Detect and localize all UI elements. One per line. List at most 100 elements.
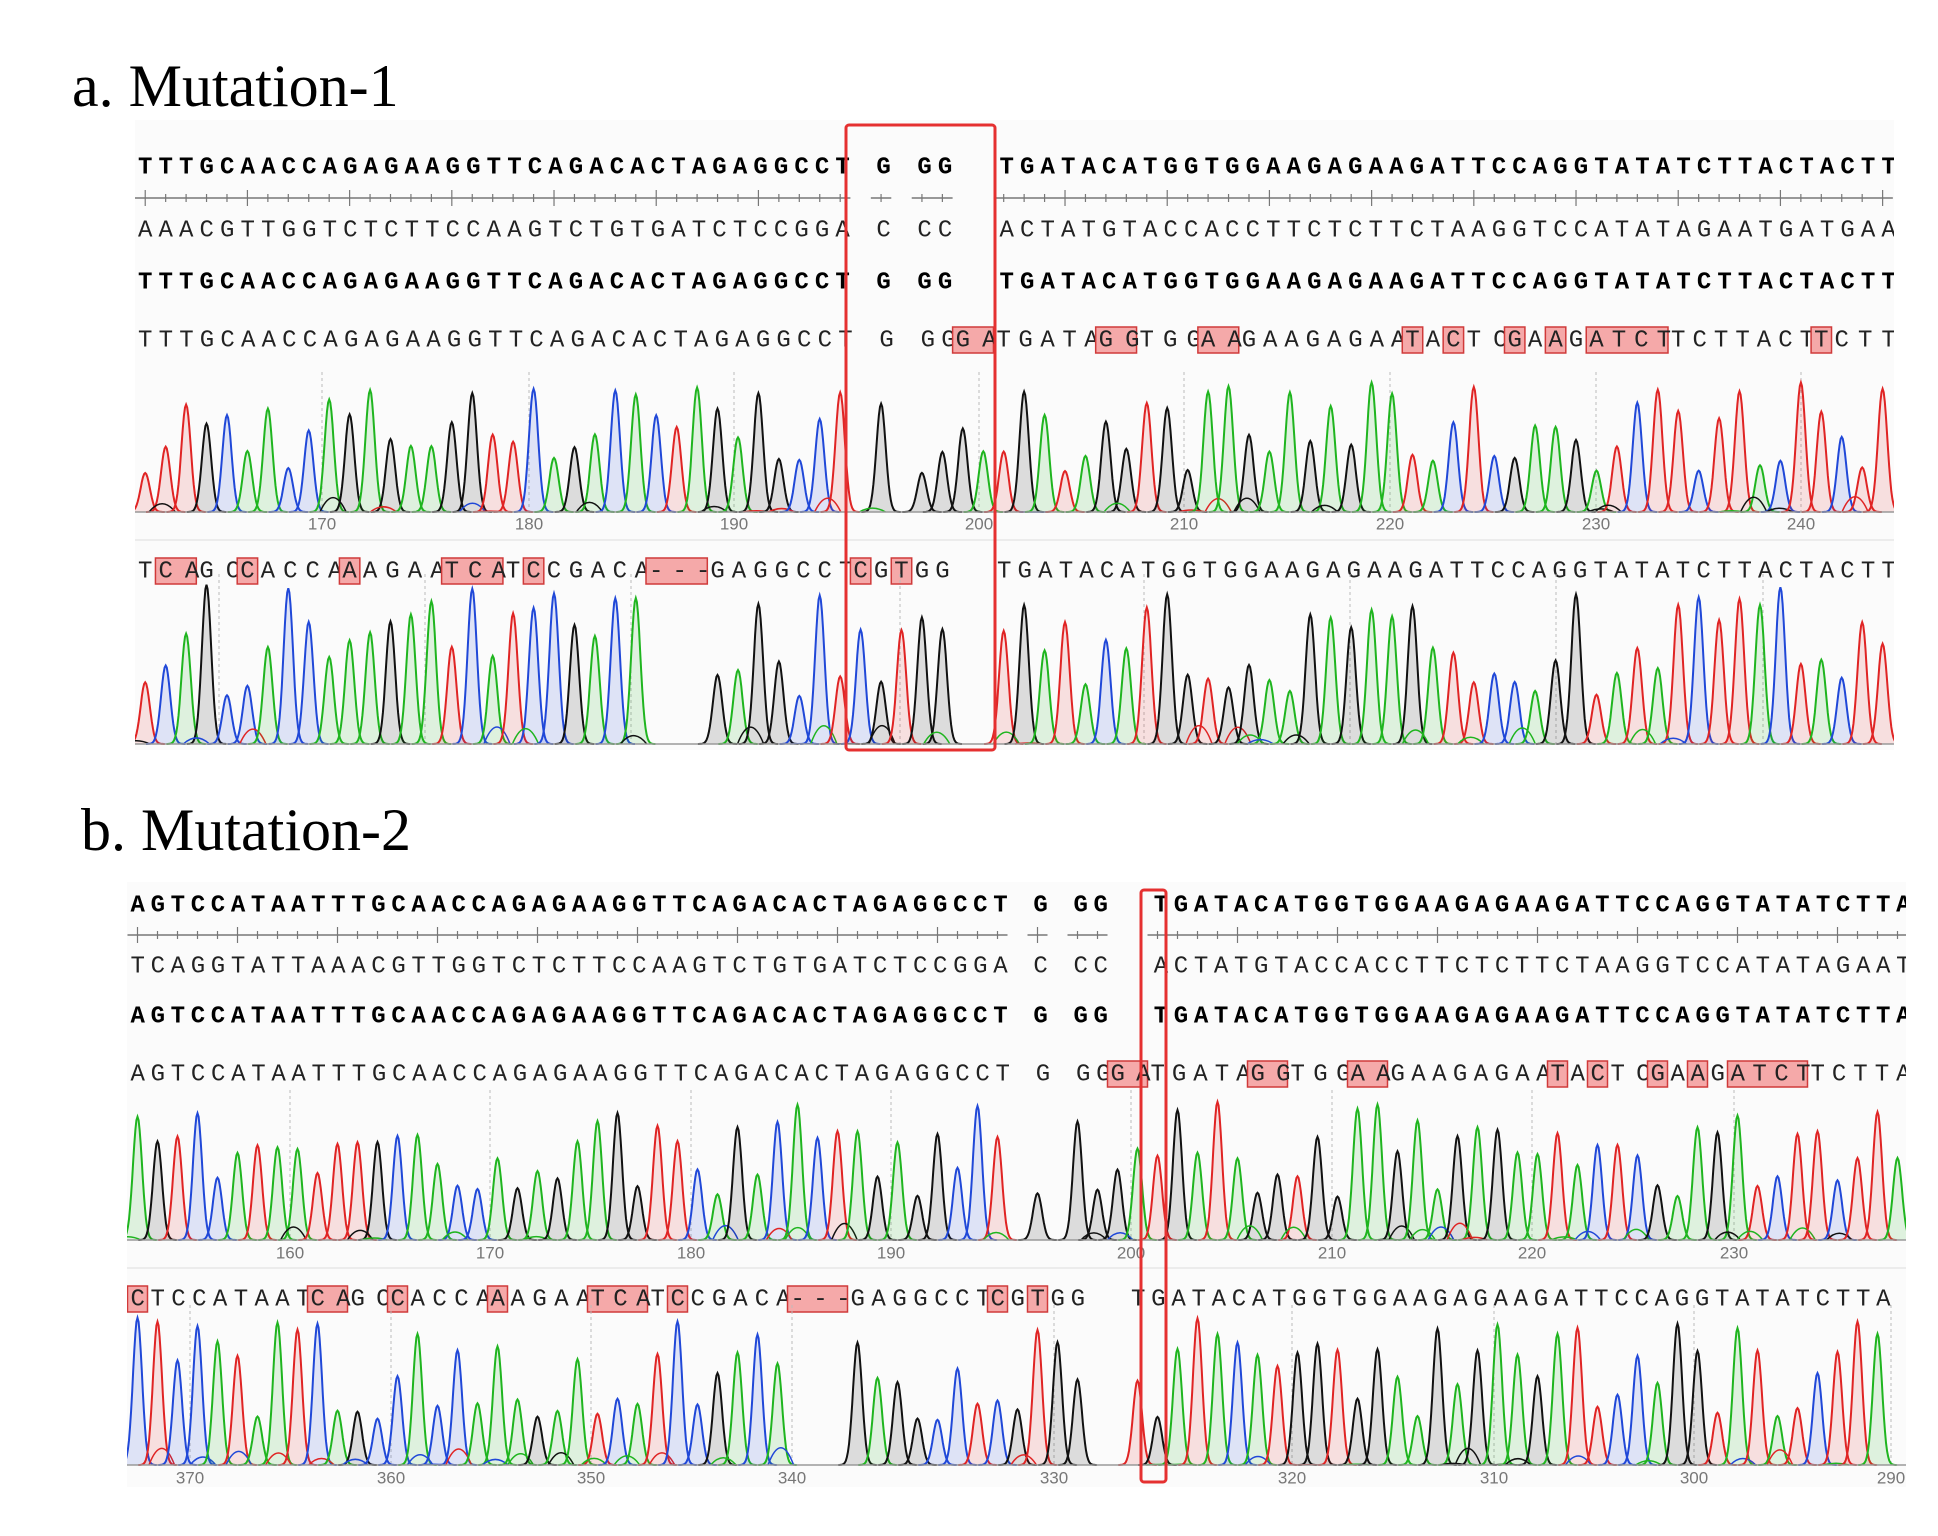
trace-noise bbox=[709, 1456, 737, 1466]
read-segment: G bbox=[1507, 327, 1521, 354]
trace-peak bbox=[1518, 1373, 1557, 1466]
read-segment: --- bbox=[649, 558, 710, 585]
trace-peak bbox=[1578, 1405, 1617, 1466]
position-label: 170 bbox=[308, 514, 336, 533]
trace-peak bbox=[1781, 661, 1821, 745]
trace-peak bbox=[1229, 432, 1269, 513]
trace-view: TTTGCAACCAGAGAAGGTTCAGACACTAGAGGCCT G GG… bbox=[135, 120, 1894, 766]
trace-peak bbox=[858, 1174, 897, 1241]
mismatch-highlight bbox=[386, 1285, 409, 1313]
trace-peak bbox=[1249, 449, 1289, 513]
trace-noise bbox=[575, 501, 604, 513]
mismatch-highlight bbox=[306, 1285, 349, 1313]
trace-peak bbox=[218, 1150, 257, 1241]
trace-peak bbox=[943, 426, 983, 513]
trace-peak bbox=[1338, 1105, 1377, 1241]
trace-peak bbox=[1838, 1155, 1877, 1241]
trace-peak bbox=[391, 443, 431, 513]
trace-peak bbox=[458, 1187, 497, 1241]
trace-peak bbox=[158, 1133, 197, 1241]
trace-peak bbox=[938, 1165, 977, 1241]
trace-peak bbox=[1188, 676, 1228, 745]
trace-peak bbox=[538, 1176, 577, 1241]
position-label: 300 bbox=[1542, 747, 1570, 766]
trace-peak bbox=[378, 1373, 417, 1466]
trace-peak bbox=[1498, 1351, 1537, 1466]
trace-peak bbox=[1842, 618, 1882, 745]
trace-peak bbox=[638, 1122, 677, 1241]
mismatch-highlight bbox=[1686, 1060, 1709, 1088]
trace-peak bbox=[478, 1156, 517, 1241]
trace-peak bbox=[759, 659, 799, 745]
read-segment: G bbox=[1711, 1061, 1725, 1088]
trace-peak bbox=[432, 419, 472, 513]
trace-peak bbox=[1678, 1348, 1717, 1466]
trace-peak bbox=[698, 1192, 737, 1241]
trace-peak bbox=[758, 1360, 797, 1466]
mismatch-highlight bbox=[1810, 326, 1833, 354]
read-segment: T bbox=[1814, 327, 1828, 354]
trace-peak bbox=[398, 1330, 437, 1466]
trace-peak bbox=[166, 401, 206, 513]
trace-noise bbox=[1010, 1454, 1038, 1466]
trace-peak bbox=[227, 684, 267, 745]
trace-peak bbox=[558, 1138, 597, 1241]
read-segment: TGG bbox=[1140, 327, 1201, 354]
trace-peak bbox=[1719, 595, 1760, 745]
read-segment: C bbox=[391, 1286, 405, 1313]
trace-noise bbox=[648, 1452, 676, 1466]
trace-peak bbox=[1718, 1112, 1757, 1241]
trace-peak bbox=[248, 644, 288, 745]
trace-noise bbox=[1236, 1225, 1264, 1241]
trace-peak bbox=[1218, 1156, 1257, 1241]
mismatch-highlight bbox=[645, 557, 709, 585]
trace-noise bbox=[279, 1226, 307, 1241]
trace-noise bbox=[1729, 1457, 1757, 1466]
trace-peak bbox=[1298, 1134, 1337, 1241]
mismatch-highlight bbox=[1546, 1060, 1569, 1088]
read-segment: A bbox=[1691, 1061, 1706, 1088]
mismatch-highlight bbox=[522, 557, 545, 585]
trace-noise bbox=[1236, 734, 1264, 745]
trace-peak bbox=[186, 421, 227, 513]
trace-noise bbox=[547, 1451, 575, 1466]
trace-peak bbox=[1576, 693, 1617, 745]
read-segment: C bbox=[240, 558, 254, 585]
position-label: 240 bbox=[1787, 514, 1815, 533]
position-label: 230 bbox=[1582, 514, 1610, 533]
read-segment: C bbox=[853, 558, 867, 585]
trace-peak bbox=[658, 1317, 697, 1466]
trace-peak bbox=[575, 432, 615, 513]
position-label: 310 bbox=[1480, 1468, 1508, 1487]
trace-peak bbox=[861, 400, 901, 513]
trace-peak bbox=[1418, 1325, 1457, 1466]
trace-peak bbox=[922, 450, 962, 513]
trace-peak bbox=[1556, 590, 1596, 745]
trace-peak bbox=[1558, 1162, 1597, 1241]
read-segment: C bbox=[671, 1286, 685, 1313]
trace-peak bbox=[657, 424, 697, 513]
position-label: 360 bbox=[377, 1468, 405, 1487]
trace-peak bbox=[1127, 603, 1167, 745]
position-label: 340 bbox=[778, 1468, 806, 1487]
trace-peak bbox=[1798, 1128, 1837, 1241]
trace-peak bbox=[1838, 1317, 1877, 1466]
read-segment: TCA bbox=[445, 558, 507, 585]
trace-peak bbox=[268, 587, 308, 745]
trace-peak bbox=[1842, 465, 1882, 513]
sequence-row: TCAGGTATTAAACGTTGGTCTCTTCCAAGTCTGTGATCTC… bbox=[131, 953, 1911, 980]
trace-peak bbox=[166, 630, 206, 745]
trace-peak bbox=[458, 1401, 497, 1466]
trace-peak bbox=[1658, 1194, 1697, 1241]
read-segment: A bbox=[491, 1286, 506, 1313]
position-label: 290 bbox=[1877, 1468, 1905, 1487]
trace-peak bbox=[1004, 388, 1044, 513]
trace-noise bbox=[483, 726, 511, 745]
trace-peak bbox=[778, 1101, 817, 1241]
trace-noise bbox=[1280, 1226, 1308, 1241]
trace-noise bbox=[1446, 1222, 1474, 1241]
trace-peak bbox=[1178, 1314, 1217, 1466]
trace-noise bbox=[1628, 728, 1657, 745]
trace-peak bbox=[1740, 601, 1780, 745]
read-segment: GAGGCCT bbox=[710, 558, 853, 585]
